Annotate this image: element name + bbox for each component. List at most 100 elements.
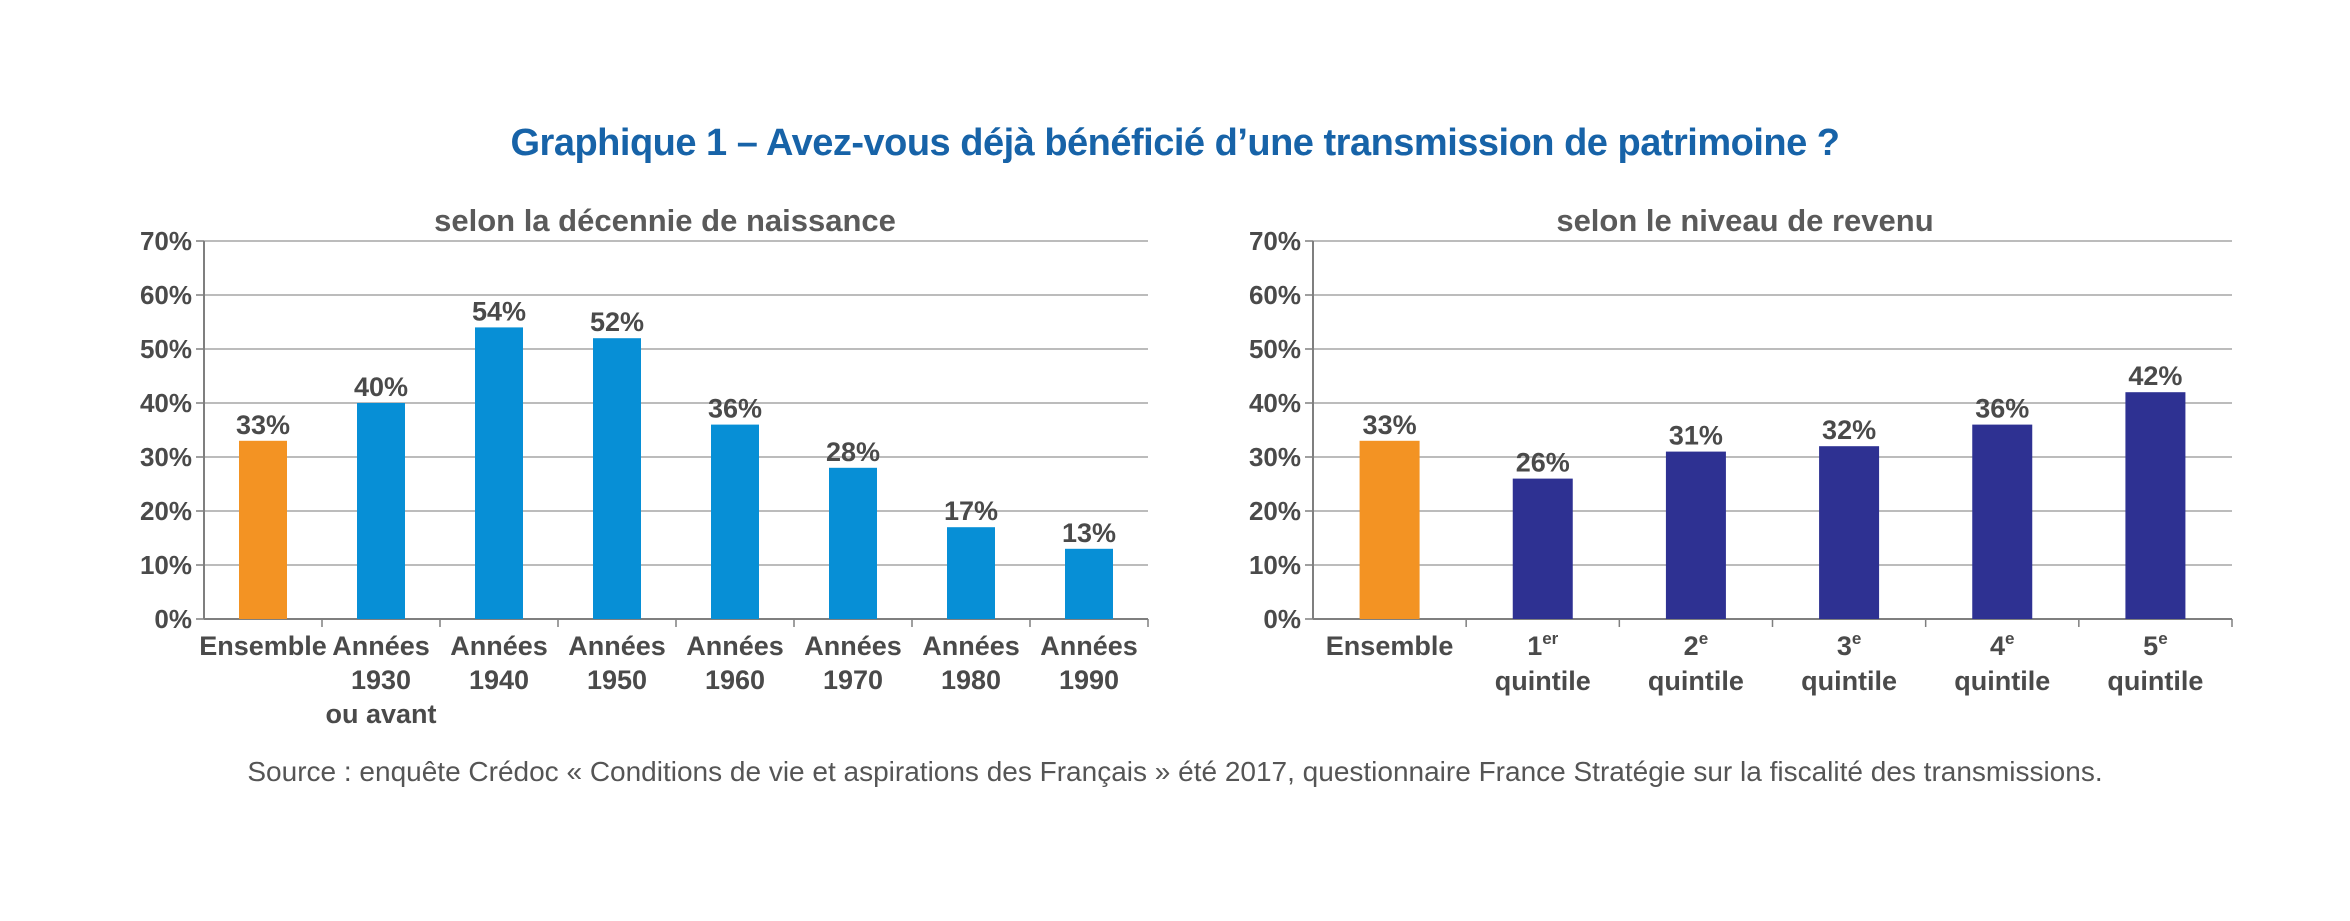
category-text: quintile	[2107, 666, 2203, 696]
category-label: Ensemble	[1326, 631, 1454, 661]
data-label: 26%	[1516, 448, 1570, 478]
category-label: 1er quintile	[1495, 629, 1591, 696]
category-label-line: 3e	[1837, 629, 1862, 661]
data-label: 31%	[1669, 421, 1723, 451]
bar	[829, 467, 877, 619]
category-label-line: quintile	[1648, 666, 1744, 696]
category-label-line: 1930	[351, 665, 411, 695]
data-label: 40%	[354, 372, 408, 402]
y-tick-label: 70%	[140, 226, 192, 256]
category-label-line: Années	[332, 631, 430, 661]
y-tick-label: 50%	[1249, 334, 1301, 364]
category-label: Ensemble	[199, 631, 327, 661]
bar	[357, 403, 405, 619]
data-label: 13%	[1062, 518, 1116, 548]
data-label: 52%	[590, 307, 644, 337]
category-label-line: 1960	[705, 665, 765, 695]
y-tick-label: 20%	[1249, 496, 1301, 526]
y-tick-label: 40%	[1249, 388, 1301, 418]
y-tick-label: 30%	[1249, 442, 1301, 472]
category-text: quintile	[1648, 666, 1744, 696]
category-label: 2e quintile	[1648, 629, 1744, 696]
category-label-line: Années	[922, 631, 1020, 661]
category-text: 1	[1527, 631, 1542, 661]
category-superscript: e	[1852, 629, 1861, 648]
data-label: 33%	[1363, 410, 1417, 440]
category-label-line: 1990	[1059, 665, 1119, 695]
data-label: 36%	[1975, 394, 2029, 424]
category-label-line: Ensemble	[199, 631, 327, 661]
data-label: 28%	[826, 437, 880, 467]
y-tick-label: 30%	[140, 442, 192, 472]
y-tick-label: 20%	[140, 496, 192, 526]
chart-subtitle: selon la décennie de naissance	[434, 203, 896, 238]
data-label: 33%	[236, 410, 290, 440]
bar	[1665, 451, 1726, 619]
category-text: 2	[1684, 631, 1699, 661]
category-label-line: Années	[1040, 631, 1138, 661]
category-label-line: quintile	[2107, 666, 2203, 696]
category-text: 5	[2143, 631, 2158, 661]
category-superscript: e	[2005, 629, 2014, 648]
y-tick-label: 10%	[140, 550, 192, 580]
category-label-line: 1970	[823, 665, 883, 695]
category-label-line: 1er	[1527, 629, 1558, 661]
category-text: quintile	[1495, 666, 1591, 696]
chart-subtitle: selon le niveau de revenu	[1556, 203, 1933, 238]
category-text: quintile	[1801, 666, 1897, 696]
category-superscript: er	[1542, 629, 1558, 648]
category-label-line: Années	[804, 631, 902, 661]
bar	[593, 338, 641, 619]
y-tick-label: 0%	[1263, 604, 1301, 634]
category-label: 4e quintile	[1954, 629, 2050, 696]
category-label: 3e quintile	[1801, 629, 1897, 696]
category-superscript: e	[2158, 629, 2167, 648]
data-label: 32%	[1822, 415, 1876, 445]
category-label-line: Années	[450, 631, 548, 661]
y-tick-label: 50%	[140, 334, 192, 364]
y-tick-label: 40%	[140, 388, 192, 418]
category-text: 4	[1990, 631, 2005, 661]
bar	[475, 327, 523, 619]
data-label: 54%	[472, 296, 526, 326]
category-superscript: e	[1699, 629, 1708, 648]
bar	[2125, 392, 2186, 619]
bar	[711, 424, 759, 619]
data-label: 17%	[944, 496, 998, 526]
category-label-line: 4e	[1990, 629, 2015, 661]
category-label-line: Années	[568, 631, 666, 661]
category-text: 3	[1837, 631, 1852, 661]
bar	[1972, 424, 2033, 619]
category-label-line: 2e	[1684, 629, 1709, 661]
category-label-line: quintile	[1801, 666, 1897, 696]
y-tick-label: 70%	[1249, 226, 1301, 256]
category-label: Années 1950	[568, 631, 666, 695]
category-label-line: 1940	[469, 665, 529, 695]
y-tick-label: 10%	[1249, 550, 1301, 580]
category-label-line: Années	[686, 631, 784, 661]
y-tick-label: 0%	[154, 604, 192, 634]
data-label: 36%	[708, 394, 762, 424]
data-label: 42%	[2128, 361, 2182, 391]
category-label: Années 1930 ou avant	[325, 631, 436, 729]
bar	[1065, 548, 1113, 619]
category-label: Années 1960	[686, 631, 784, 695]
category-label: Années 1940	[450, 631, 548, 695]
category-text: Ensemble	[1326, 631, 1454, 661]
category-label-line: 1980	[941, 665, 1001, 695]
category-label: Années 1990	[1040, 631, 1138, 695]
y-tick-label: 60%	[140, 280, 192, 310]
y-tick-label: 60%	[1249, 280, 1301, 310]
category-label-line: 1950	[587, 665, 647, 695]
source-note: Source : enquête Crédoc « Conditions de …	[247, 756, 2103, 787]
bar	[1359, 440, 1420, 619]
category-label-line: quintile	[1954, 666, 2050, 696]
category-label-line: quintile	[1495, 666, 1591, 696]
bar	[947, 527, 995, 619]
category-label: 5e quintile	[2107, 629, 2203, 696]
category-text: quintile	[1954, 666, 2050, 696]
category-label-line: ou avant	[325, 699, 436, 729]
bar	[239, 440, 287, 619]
